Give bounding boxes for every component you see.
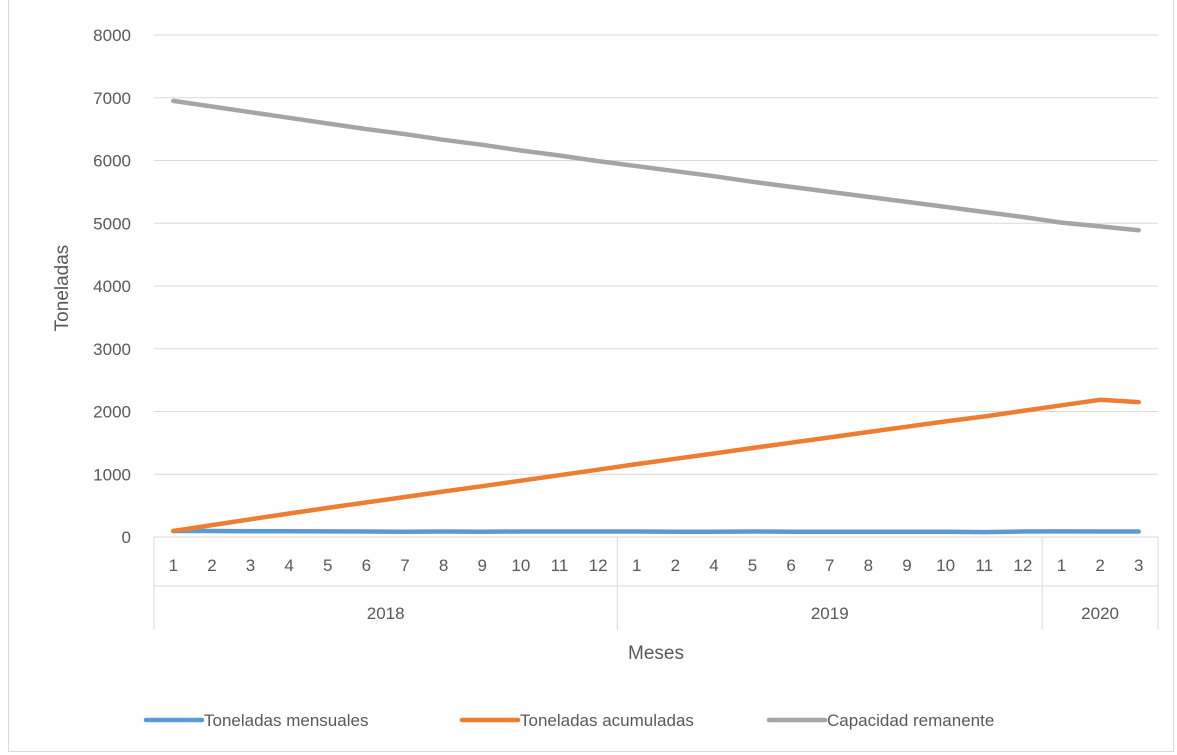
y-tick-label: 7000 [93, 89, 131, 108]
x-tick-label: 4 [284, 556, 293, 575]
x-tick-label: 11 [975, 556, 993, 575]
x-tick-label: 3 [246, 556, 255, 575]
x-tick-label: 5 [323, 556, 332, 575]
x-tick-label: 12 [589, 556, 608, 575]
y-axis-title: Toneladas [52, 245, 73, 332]
x-tick-label: 2 [671, 556, 680, 575]
y-tick-label: 2000 [93, 403, 131, 422]
x-tick-label: 1 [1057, 556, 1066, 575]
y-tick-labels: 0 1000 2000 3000 4000 5000 6000 7000 8000 [93, 26, 131, 547]
x-tick-label: 2 [1095, 556, 1104, 575]
series-line [171, 528, 1141, 535]
x-tick-label: 10 [511, 556, 530, 575]
y-tick-label: 6000 [93, 152, 131, 171]
x-tick-label: 10 [936, 556, 955, 575]
chart-frame [8, 0, 1174, 752]
x-tick-label: 5 [748, 556, 757, 575]
legend-label: Toneladas acumuladas [520, 711, 694, 730]
x-tick-label: 6 [362, 556, 371, 575]
legend: Toneladas mensuales Toneladas acumuladas C… [143, 711, 994, 730]
legend-label: Capacidad remanente [827, 711, 994, 730]
legend-label: Toneladas mensuales [204, 711, 368, 730]
x-tick-label: 8 [864, 556, 873, 575]
y-tick-label: 3000 [93, 340, 131, 359]
x-tick-label: 6 [786, 556, 795, 575]
y-tick-label: 0 [122, 528, 131, 547]
x-tick-label: 7 [400, 556, 409, 575]
series-lines [171, 98, 1141, 535]
x-tick-label: 12 [1013, 556, 1032, 575]
x-tick-label: 2 [207, 556, 216, 575]
x-tick-label: 1 [632, 556, 641, 575]
x-axis-title: Meses [628, 643, 684, 664]
x-group-label: 2019 [811, 604, 849, 623]
series-line [171, 397, 1141, 534]
y-tick-label: 1000 [93, 465, 131, 484]
x-tick-label: 7 [825, 556, 834, 575]
x-tick-label: 9 [477, 556, 486, 575]
series-line [171, 98, 1141, 233]
x-tick-label: 3 [1134, 556, 1143, 575]
y-tick-label: 5000 [93, 214, 131, 233]
gridlines [154, 34, 1158, 475]
y-tick-label: 8000 [93, 26, 131, 45]
y-tick-label: 4000 [93, 277, 131, 296]
x-tick-label: 9 [902, 556, 911, 575]
x-tick-label: 4 [709, 556, 718, 575]
x-tick-label: 11 [551, 556, 569, 575]
x-group-label: 2020 [1081, 604, 1119, 623]
x-tick-label: 1 [169, 556, 178, 575]
x-tick-label: 8 [439, 556, 448, 575]
axes [153, 536, 1159, 630]
x-group-label: 2018 [367, 604, 405, 623]
